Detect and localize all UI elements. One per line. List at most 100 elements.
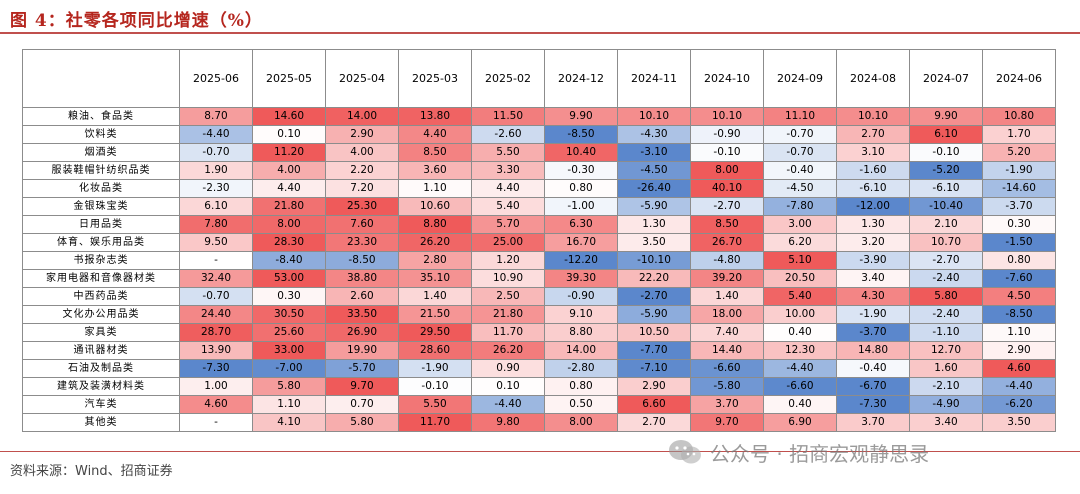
heat-cell: -2.80	[544, 359, 618, 378]
heat-cell: 11.20	[252, 143, 326, 162]
heat-cell: 21.80	[252, 197, 326, 216]
heat-cell: -4.40	[982, 377, 1056, 396]
heat-cell: 28.60	[398, 341, 472, 360]
heat-cell: 10.10	[617, 107, 691, 126]
heat-cell: 29.50	[398, 323, 472, 342]
heat-cell: 18.00	[690, 305, 764, 324]
row-label: 金银珠宝类	[22, 197, 180, 216]
heat-cell: -4.40	[471, 395, 545, 414]
row-label: 服装鞋帽针纺织品类	[22, 161, 180, 180]
table-row: 日用品类 7.80 8.00 7.60 8.80 5.70 6.30 1.30 8.50 3.00…	[22, 215, 1056, 234]
heat-cell: -7.00	[252, 359, 326, 378]
heat-cell: -8.50	[325, 251, 399, 270]
heat-cell: 25.30	[325, 197, 399, 216]
table-row: 汽车类 4.60 1.10 0.70 5.50 -4.40 0.50 6.60 3.70 0.40…	[22, 395, 1056, 414]
table-row: 家用电器和音像器材类 32.40 53.00 38.80 35.10 10.90 39.30…	[22, 269, 1056, 288]
heat-cell: 10.80	[982, 107, 1056, 126]
heat-cell: -0.30	[544, 161, 618, 180]
heat-cell: 4.00	[325, 143, 399, 162]
heat-cell: 13.90	[179, 341, 253, 360]
heat-cell: -5.20	[909, 161, 983, 180]
heat-cell: -4.50	[617, 161, 691, 180]
heat-cell: 10.00	[763, 305, 837, 324]
heat-cell: -6.20	[982, 395, 1056, 414]
heat-cell: -0.10	[398, 377, 472, 396]
heat-cell: 3.70	[836, 413, 910, 432]
heat-cell: -1.90	[982, 161, 1056, 180]
heat-cell: 0.40	[763, 323, 837, 342]
heat-cell: 0.90	[471, 359, 545, 378]
heat-cell: 11.70	[471, 323, 545, 342]
heat-cell: 4.00	[252, 161, 326, 180]
table-body: 粮油、食品类 8.70 14.60 14.00 13.80 11.50 9.90 10.10 1…	[22, 107, 1056, 432]
heat-cell: 8.00	[544, 413, 618, 432]
heat-cell: 14.00	[325, 107, 399, 126]
source-note: 资料来源：Wind、招商证券	[10, 464, 173, 479]
heat-cell: 8.70	[179, 107, 253, 126]
heat-cell: 2.80	[398, 251, 472, 270]
heat-cell: 9.70	[690, 413, 764, 432]
heat-cell: 3.60	[398, 161, 472, 180]
heat-cell: 10.90	[471, 269, 545, 288]
heat-cell: 9.90	[544, 107, 618, 126]
heat-cell: 16.70	[544, 233, 618, 252]
heat-cell: -1.90	[398, 359, 472, 378]
row-label: 粮油、食品类	[22, 107, 180, 126]
heat-cell: 20.50	[763, 269, 837, 288]
heat-cell: 4.60	[982, 359, 1056, 378]
heat-cell: -3.70	[982, 197, 1056, 216]
heat-cell: 21.80	[471, 305, 545, 324]
heat-cell: -6.70	[836, 377, 910, 396]
heat-cell: -	[179, 251, 253, 270]
row-label: 家具类	[22, 323, 180, 342]
heat-cell: 10.10	[690, 107, 764, 126]
heat-cell: 25.60	[252, 323, 326, 342]
column-header: 2024-11	[617, 49, 691, 108]
heat-cell: -6.60	[690, 359, 764, 378]
heat-cell: 0.80	[544, 179, 618, 198]
heat-cell: 1.30	[836, 215, 910, 234]
row-label: 家用电器和音像器材类	[22, 269, 180, 288]
column-header: 2025-03	[398, 49, 472, 108]
heat-cell: 39.30	[544, 269, 618, 288]
heat-cell: 13.80	[398, 107, 472, 126]
table-row: 烟酒类 -0.70 11.20 4.00 8.50 5.50 10.40 -3.10 -0.10…	[22, 143, 1056, 162]
heat-cell: 8.00	[252, 215, 326, 234]
heat-cell: 10.10	[836, 107, 910, 126]
table-row: 粮油、食品类 8.70 14.60 14.00 13.80 11.50 9.90 10.10 1…	[22, 107, 1056, 126]
heat-cell: 4.50	[982, 287, 1056, 306]
heat-cell: 6.30	[544, 215, 618, 234]
heat-cell: 23.30	[325, 233, 399, 252]
row-label: 烟酒类	[22, 143, 180, 162]
heat-cell: 5.80	[252, 377, 326, 396]
heat-cell: 2.10	[909, 215, 983, 234]
heat-cell: -5.90	[617, 305, 691, 324]
row-label: 饮料类	[22, 125, 180, 144]
heat-cell: -0.70	[763, 143, 837, 162]
heat-cell: 6.10	[179, 197, 253, 216]
heat-cell: 12.30	[763, 341, 837, 360]
heat-cell: 35.10	[398, 269, 472, 288]
column-header: 2024-09	[763, 49, 837, 108]
heat-cell: -0.90	[544, 287, 618, 306]
heat-cell: 5.40	[471, 197, 545, 216]
row-label: 中西药品类	[22, 287, 180, 306]
heat-cell: 3.50	[982, 413, 1056, 432]
row-label: 文化办公用品类	[22, 305, 180, 324]
heat-cell: 10.50	[617, 323, 691, 342]
column-header: 2024-06	[982, 49, 1056, 108]
heat-cell: -1.50	[982, 233, 1056, 252]
heat-cell: 1.40	[398, 287, 472, 306]
heat-cell: 3.10	[836, 143, 910, 162]
heat-cell: 19.90	[325, 341, 399, 360]
heat-cell: 8.50	[690, 215, 764, 234]
heat-cell: 11.50	[471, 107, 545, 126]
heat-cell: -6.60	[763, 377, 837, 396]
heat-cell: 7.60	[325, 215, 399, 234]
heat-cell: -0.40	[763, 161, 837, 180]
heat-cell: -0.70	[763, 125, 837, 144]
heat-cell: 2.20	[325, 161, 399, 180]
heat-cell: -1.60	[836, 161, 910, 180]
heat-cell: 14.60	[252, 107, 326, 126]
heat-cell: -10.40	[909, 197, 983, 216]
